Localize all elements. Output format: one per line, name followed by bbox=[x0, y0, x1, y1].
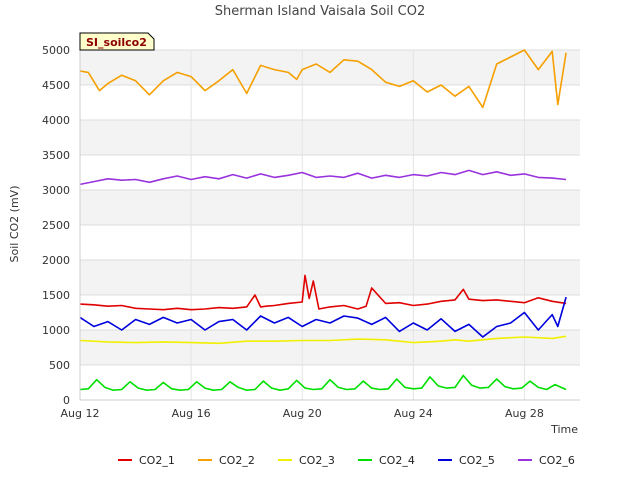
x-tick-label: Aug 12 bbox=[61, 407, 100, 420]
y-tick-label: 0 bbox=[63, 394, 70, 407]
series-line-co2-3 bbox=[79, 335, 567, 345]
y-tick-label: 500 bbox=[49, 359, 70, 372]
y-tick-label: 3500 bbox=[42, 149, 70, 162]
y-axis-label: Soil CO2 (mV) bbox=[8, 186, 21, 263]
chart-title: Sherman Island Vaisala Soil CO2 bbox=[215, 4, 425, 19]
y-tick-label: 3000 bbox=[42, 184, 70, 197]
plot-band bbox=[80, 190, 580, 225]
series-line-co2-5 bbox=[79, 296, 567, 338]
legend: CO2_1 CO2_2 CO2_3 CO2_4 CO2_5 CO2_6 bbox=[118, 454, 575, 467]
series-line-co2-4 bbox=[79, 374, 567, 392]
y-tick-label: 1000 bbox=[42, 324, 70, 337]
plot-band bbox=[80, 120, 580, 155]
y-tick-label: 2000 bbox=[42, 254, 70, 267]
badge-label: SI_soilco2 bbox=[86, 36, 147, 49]
series-lines bbox=[79, 49, 567, 392]
legend-label: CO2_3 bbox=[299, 454, 335, 467]
y-tick-label: 4000 bbox=[42, 114, 70, 127]
x-tick-label: Aug 28 bbox=[505, 407, 544, 420]
axes bbox=[79, 50, 580, 401]
legend-label: CO2_4 bbox=[379, 454, 415, 467]
x-axis-label: Time bbox=[550, 423, 578, 436]
x-tick-label: Aug 16 bbox=[172, 407, 211, 420]
y-tick-label: 1500 bbox=[42, 289, 70, 302]
x-tick-labels: Aug 12 Aug 16 Aug 20 Aug 24 Aug 28 bbox=[61, 407, 544, 420]
dataset-badge: SI_soilco2 bbox=[79, 32, 155, 51]
y-tick-labels: 0 500 1000 1500 2000 2500 3000 3500 4000 4500 5000 bbox=[42, 44, 70, 407]
series-line-co2-2 bbox=[79, 49, 567, 109]
x-tick-label: Aug 24 bbox=[394, 407, 433, 420]
legend-label: CO2_2 bbox=[219, 454, 255, 467]
y-tick-label: 2500 bbox=[42, 219, 70, 232]
plot-background bbox=[80, 50, 580, 365]
legend-label: CO2_5 bbox=[459, 454, 495, 467]
series-line-co2-1 bbox=[79, 274, 567, 311]
series-line-co2-6 bbox=[79, 169, 567, 186]
legend-label: CO2_6 bbox=[539, 454, 575, 467]
legend-label: CO2_1 bbox=[139, 454, 175, 467]
x-tick-label: Aug 20 bbox=[283, 407, 322, 420]
plot-band bbox=[80, 50, 580, 85]
plot-band bbox=[80, 330, 580, 365]
plot-band bbox=[80, 260, 580, 295]
y-tick-label: 4500 bbox=[42, 79, 70, 92]
y-tick-label: 5000 bbox=[42, 44, 70, 57]
